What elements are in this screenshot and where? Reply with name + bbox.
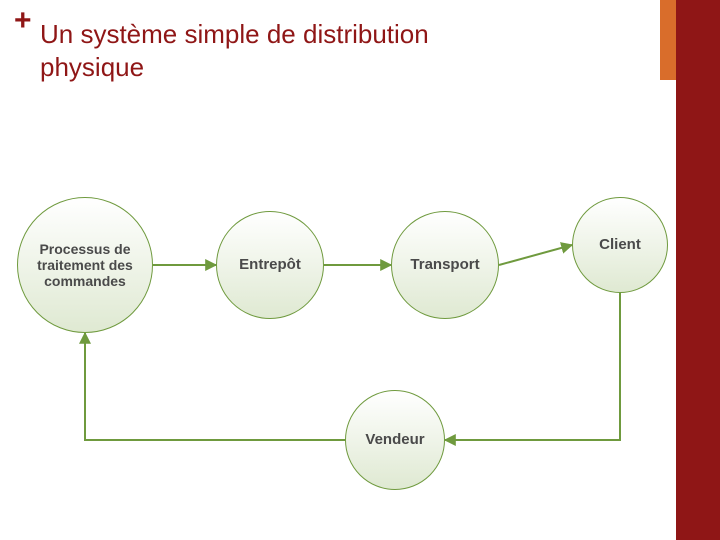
node-label-transport: Transport [406,252,483,277]
node-label-vendeur: Vendeur [361,427,428,452]
node-client: Client [572,197,668,293]
node-label-proc: Processus detraitement descommandes [33,237,137,293]
node-transport: Transport [391,211,499,319]
node-vendeur: Vendeur [345,390,445,490]
node-label-client: Client [595,232,645,257]
flow-diagram: Processus detraitement descommandes Entre… [0,0,720,540]
node-label-entrepot: Entrepôt [235,252,305,277]
node-entrepot: Entrepôt [216,211,324,319]
node-proc: Processus detraitement descommandes [17,197,153,333]
